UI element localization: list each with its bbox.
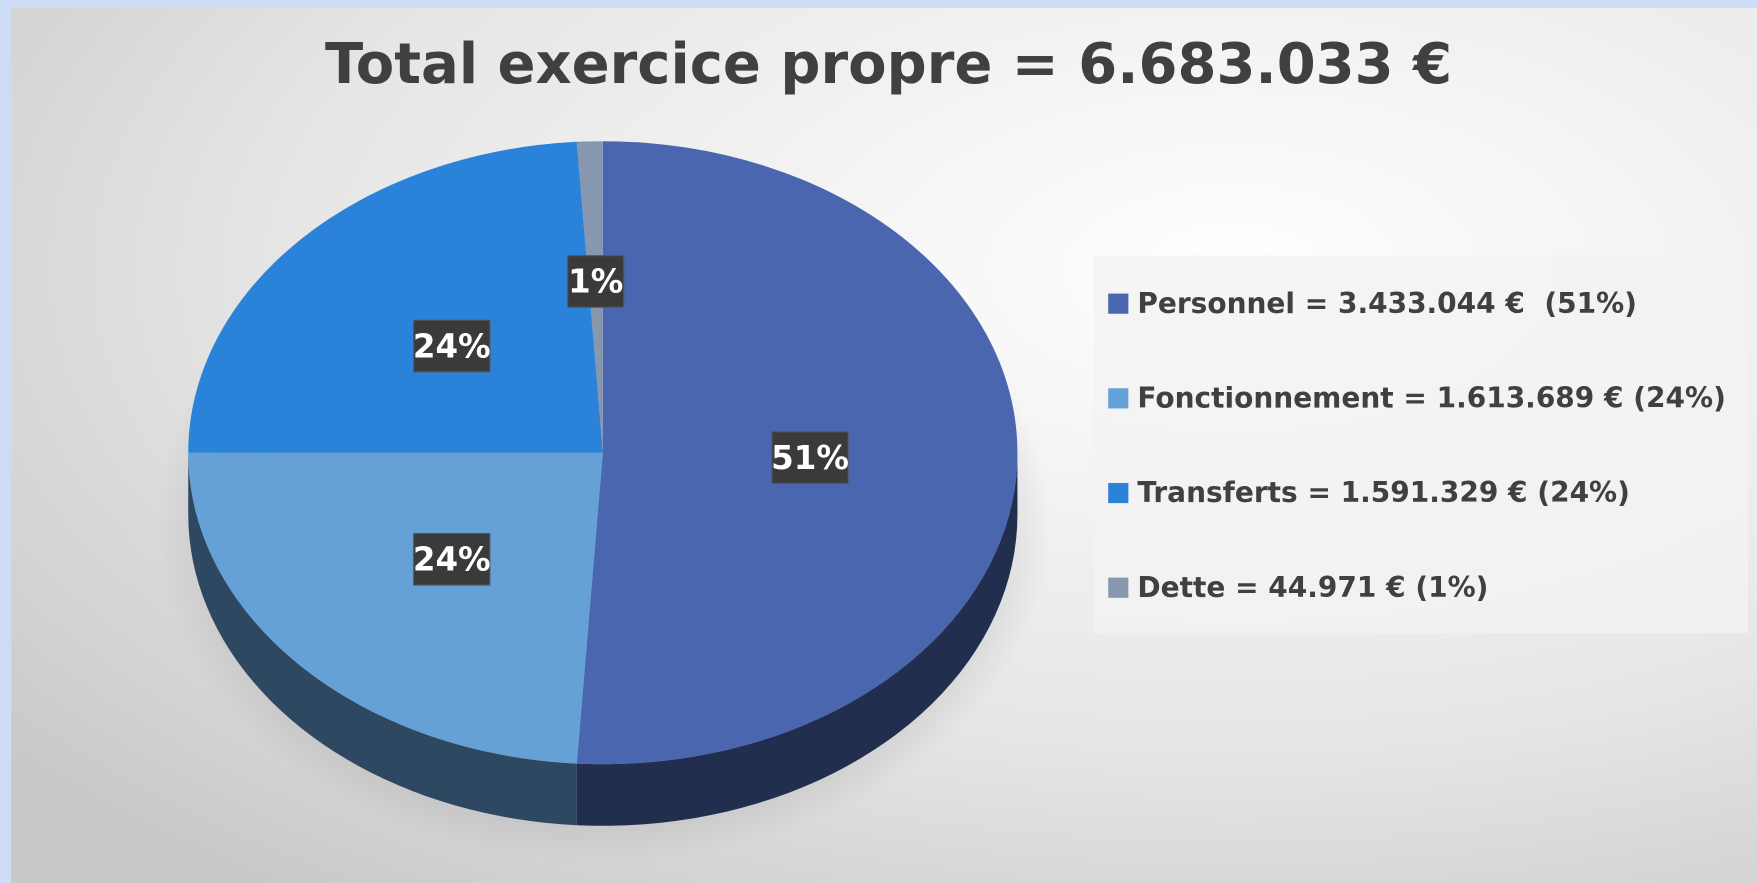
chart-title: Total exercice propre = 6.683.033 € <box>325 32 1452 97</box>
legend-label: Transferts = 1.591.329 € (24%) <box>1137 476 1630 509</box>
label-box <box>413 532 491 586</box>
data-label: 24% <box>413 541 491 579</box>
legend-label: Personnel = 3.433.044 € (51%) <box>1137 287 1637 320</box>
legend-label: Fonctionnement = 1.613.689 € (24%) <box>1137 381 1726 414</box>
data-label: 1% <box>568 263 623 301</box>
slice-side <box>188 452 577 826</box>
legend-swatch <box>1108 388 1129 409</box>
legend-box <box>1093 255 1749 634</box>
data-label: 24% <box>413 327 491 365</box>
data-label: 51% <box>771 439 849 477</box>
slice <box>188 141 603 453</box>
slice <box>188 452 603 764</box>
legend-swatch <box>1108 482 1129 504</box>
label-box <box>567 255 625 308</box>
label-box <box>771 431 849 484</box>
label-box <box>413 319 491 373</box>
legend-swatch <box>1108 293 1129 314</box>
legend-label: Dette = 44.971 € (1%) <box>1137 571 1488 604</box>
slice-side <box>576 452 1018 826</box>
legend-swatch <box>1108 577 1129 598</box>
